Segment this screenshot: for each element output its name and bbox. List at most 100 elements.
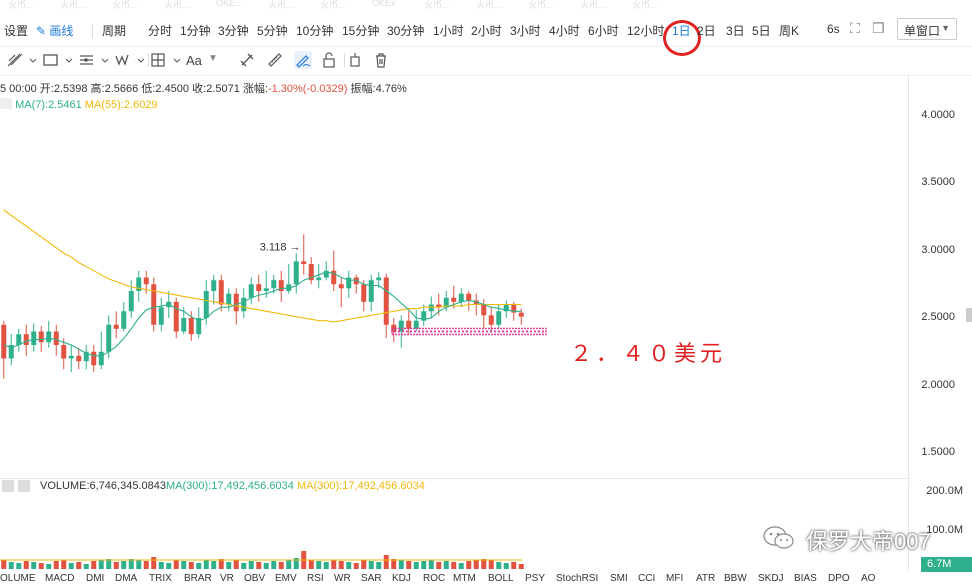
indicator-tab-smi[interactable]: SMI: [610, 573, 628, 584]
period-8[interactable]: 2小时: [471, 24, 502, 38]
indicator-tab-stochrsi[interactable]: StochRSI: [556, 573, 599, 584]
period-10[interactable]: 4小时: [549, 24, 580, 38]
indicator-tab-dpo[interactable]: DPO: [828, 573, 850, 584]
indicator-tab-ao[interactable]: AO: [861, 573, 876, 584]
collapse-icon[interactable]: [0, 98, 12, 109]
candlestick-chart[interactable]: 3.118 →: [0, 75, 908, 480]
candle: [8, 334, 14, 366]
collapse-icon[interactable]: [18, 480, 30, 492]
indicator-tab-emv[interactable]: EMV: [275, 573, 297, 584]
indicator-tab-vr[interactable]: VR: [220, 573, 234, 584]
indicator-tab-obv[interactable]: OBV: [244, 573, 266, 584]
volume-bar: [353, 563, 359, 569]
indicator-tab-skdj[interactable]: SKDJ: [758, 573, 784, 584]
period-9[interactable]: 3小时: [510, 24, 541, 38]
candle: [76, 347, 82, 370]
volume-bar: [338, 561, 344, 569]
period-7[interactable]: 1小时: [433, 24, 464, 38]
fullscreen-icon[interactable]: ⛶: [850, 20, 860, 36]
fibonacci-tool-icon[interactable]: [150, 51, 184, 69]
candle: [196, 307, 202, 339]
text-tool-icon[interactable]: Aa: [186, 53, 202, 68]
period-14[interactable]: 2日: [697, 24, 716, 38]
volume-bar: [38, 563, 44, 569]
volume-bar: [278, 562, 284, 569]
volume-bar: [241, 563, 247, 569]
period-2[interactable]: 3分钟: [218, 24, 249, 38]
indicator-tab-boll[interactable]: BOLL: [488, 573, 514, 584]
draw-button[interactable]: ✎ 画线: [36, 22, 73, 39]
refresh-interval[interactable]: 6s: [827, 22, 840, 36]
indicator-tab-roc[interactable]: ROC: [423, 573, 446, 584]
period-16[interactable]: 5日: [752, 24, 771, 38]
indicator-tab-atr[interactable]: ATR: [696, 573, 716, 584]
restore-icon[interactable]: ❐: [872, 20, 885, 36]
period-6[interactable]: 30分钟: [387, 24, 425, 38]
period-15[interactable]: 3日: [726, 24, 745, 38]
period-5[interactable]: 15分钟: [342, 24, 380, 38]
trash-icon[interactable]: [372, 51, 390, 69]
indicator-tab-bbw[interactable]: BBW: [724, 573, 747, 584]
volume-bar: [308, 560, 314, 569]
candle: [23, 324, 29, 356]
parallel-lines-tool-icon[interactable]: [78, 51, 112, 69]
indicator-tab-mfi[interactable]: MFI: [666, 573, 684, 584]
window-mode-select[interactable]: 单窗口 ▼: [897, 18, 957, 40]
candle: [83, 345, 89, 370]
wave-tool-icon[interactable]: [114, 51, 148, 69]
period-3[interactable]: 5分钟: [257, 24, 288, 38]
lock-icon[interactable]: [320, 51, 338, 69]
pencil-icon: ✎: [36, 24, 47, 38]
continuous-draw-icon[interactable]: [294, 51, 312, 69]
candle: [173, 297, 179, 339]
ruler-icon[interactable]: [266, 51, 284, 69]
indicator-tab-wr[interactable]: WR: [334, 573, 351, 584]
candle: [241, 288, 247, 318]
indicator-tab-olume[interactable]: OLUME: [0, 573, 36, 584]
pin-icon[interactable]: [346, 51, 364, 69]
candle: [91, 345, 97, 372]
ma55-label: MA(55):2.6029: [84, 99, 158, 111]
drawing-toolbar: Aa ▼: [0, 47, 972, 76]
indicator-tab-dma[interactable]: DMA: [115, 573, 138, 584]
indicator-tab-brar[interactable]: BRAR: [184, 573, 212, 584]
period-11[interactable]: 6小时: [588, 24, 619, 38]
chevron-down-icon[interactable]: ▼: [208, 53, 218, 64]
indicator-tab-kdj[interactable]: KDJ: [392, 573, 411, 584]
indicator-tab-bias[interactable]: BIAS: [794, 573, 817, 584]
rectangle-tool-icon[interactable]: [42, 51, 76, 69]
period-17[interactable]: 周K: [779, 24, 800, 38]
settings-button[interactable]: 设置: [4, 24, 29, 38]
indicator-tab-macd[interactable]: MACD: [45, 573, 75, 584]
trend-line-tool-icon[interactable]: [6, 51, 40, 69]
volume-bar: [46, 564, 52, 569]
period-4[interactable]: 10分钟: [296, 24, 334, 38]
axis-handle[interactable]: [966, 308, 972, 322]
candle: [256, 274, 262, 302]
magnet-icon[interactable]: [238, 51, 256, 69]
volume-bar: [503, 563, 509, 569]
period-12[interactable]: 12小时: [627, 24, 665, 38]
divider: [92, 24, 93, 38]
indicator-tab-sar[interactable]: SAR: [361, 573, 382, 584]
period-1[interactable]: 1分钟: [180, 24, 211, 38]
indicator-tab-rsi[interactable]: RSI: [307, 573, 324, 584]
low-value: 2.4500: [155, 83, 190, 95]
volume-bar: [128, 559, 134, 569]
volume-bar: [421, 561, 427, 569]
candle-time: 5 00:00: [0, 83, 37, 95]
volume-bar: [436, 562, 442, 569]
indicator-tab-cci[interactable]: CCI: [638, 573, 656, 584]
indicator-tab-mtm[interactable]: MTM: [453, 573, 476, 584]
volume-legend: VOLUME:6,746,345.0843 MA(300):17,492,456…: [0, 478, 908, 493]
candle: [301, 234, 307, 275]
candle: [53, 324, 59, 356]
candle: [293, 253, 299, 294]
indicator-tab-dmi[interactable]: DMI: [86, 573, 105, 584]
volume-chart: [0, 551, 524, 569]
candle: [383, 273, 389, 339]
indicator-tab-trix[interactable]: TRIX: [149, 573, 172, 584]
gear-icon[interactable]: [2, 480, 14, 492]
period-0[interactable]: 分时: [148, 24, 173, 38]
indicator-tab-psy[interactable]: PSY: [525, 573, 546, 584]
